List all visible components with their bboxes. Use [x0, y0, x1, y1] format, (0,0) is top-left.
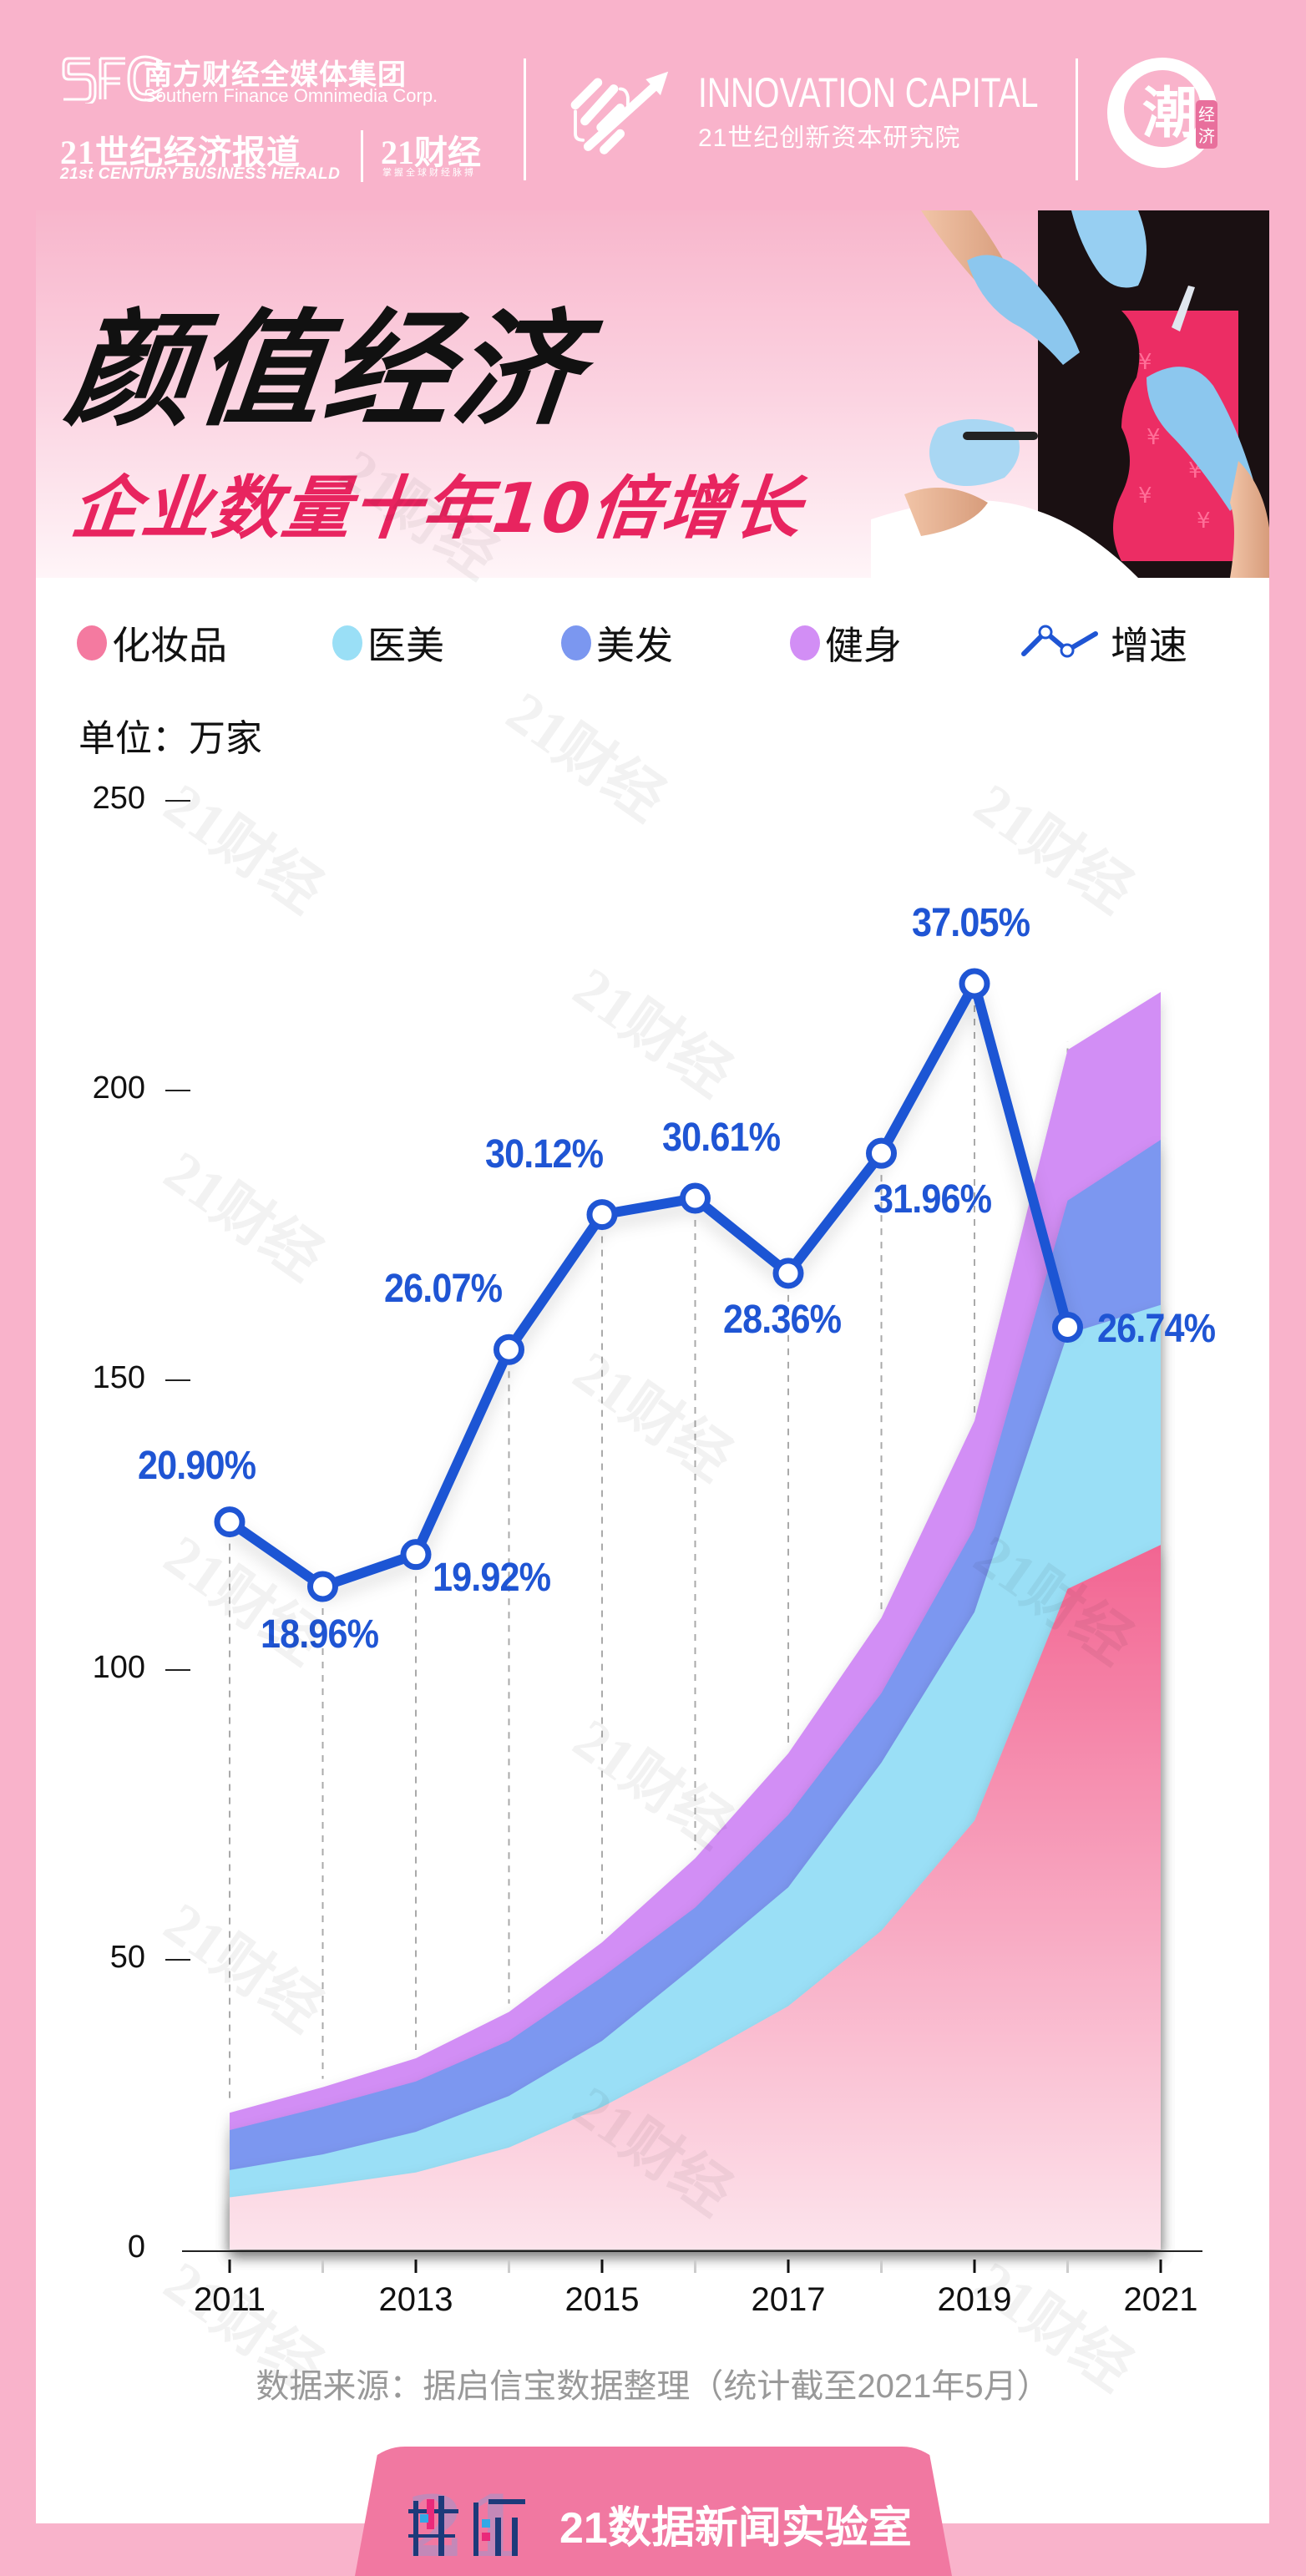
caijing-name: 21财经 [381, 134, 481, 171]
svg-text:济: 济 [1198, 126, 1215, 146]
cosmetics-dot-icon [77, 625, 107, 660]
growth-rate-label: 28.36% [723, 1297, 842, 1342]
legend-label: 美发 [596, 624, 673, 667]
growth-point-marker [959, 968, 990, 1000]
growth-point-marker [400, 1539, 432, 1571]
growth-rate-label: 19.92% [433, 1555, 551, 1600]
legend-label: 增速 [1111, 624, 1187, 667]
sfc-logo-icon [62, 55, 163, 104]
svg-text:潮: 潮 [1142, 80, 1197, 145]
growth-point-marker [307, 1571, 338, 1602]
growth-point-marker [214, 1506, 246, 1538]
legend-item-cosmetics: 化妆品 [77, 614, 227, 672]
growth-point-marker [772, 1258, 804, 1289]
growth-rate-label: 26.07% [383, 1267, 503, 1312]
svg-text:¥: ¥ [1197, 509, 1211, 534]
innovation-capital-en: INNOVATION CAPITAL [698, 69, 1039, 116]
innovation-capital-logo-icon [570, 71, 669, 154]
growth-point-marker [586, 1199, 618, 1231]
y-tick-label: 50 [109, 1940, 145, 1975]
title-banner: 颜值经济 企业数量十年10倍增长 ¥¥¥ ¥¥¥ [36, 210, 1269, 578]
area-cosmetics [230, 1545, 1161, 2250]
chart-legend: 化妆品 医美 美发 健身 增速 [77, 614, 1263, 672]
chao-economy-logo-icon: 潮 经 济 [1107, 58, 1217, 168]
y-tick-label: 250 [92, 781, 145, 816]
medical-aesthetics-dot-icon [332, 625, 362, 660]
caijing-slogan: 掌握全球财经脉搏 [382, 168, 476, 178]
x-tick-label: 2019 [937, 2281, 1012, 2318]
y-tick-label: 150 [92, 1360, 145, 1395]
x-tick-label: 2013 [378, 2281, 453, 2318]
growth-point-marker [1052, 1311, 1083, 1343]
growth-point-marker [494, 1334, 524, 1365]
growth-line-icon [1021, 625, 1098, 658]
svg-text:¥: ¥ [1138, 483, 1152, 509]
header-divider-1 [524, 58, 526, 180]
svg-text:¥: ¥ [1147, 425, 1161, 450]
fitness-dot-icon [790, 625, 820, 660]
growth-rate-line [226, 979, 1073, 1592]
y-tick-label: 200 [92, 1070, 145, 1106]
growth-rate-label: 30.12% [485, 1131, 604, 1177]
legend-label: 医美 [367, 624, 444, 667]
unit-label: 单位：万家 [78, 718, 262, 759]
legend-item-fitness: 健身 [790, 614, 902, 672]
legend-item-growth: 增速 [1020, 614, 1187, 672]
x-tick-label: 2021 [1123, 2281, 1198, 2318]
growth-rate-label: 30.61% [661, 1116, 781, 1161]
growth-point-marker [866, 1137, 897, 1169]
y-tick-label: 100 [92, 1650, 145, 1685]
legend-label: 化妆品 [112, 624, 227, 667]
growth-rate-label: 18.96% [260, 1612, 379, 1657]
hair-dot-icon [561, 625, 591, 660]
cosmetic-surgery-illustration: ¥¥¥ ¥¥¥ [871, 210, 1269, 578]
legend-label: 健身 [825, 624, 902, 667]
group-name-en: Southern Finance Omnimedia Corp. [144, 85, 438, 106]
innovation-capital-cn: 21世纪创新资本研究院 [698, 124, 961, 152]
footer-lab-name: 21数据新闻实验室 [559, 2504, 912, 2553]
legend-item-medical-aesthetics: 医美 [332, 614, 444, 672]
group-name-cn: 南方财经全媒体集团 [144, 59, 407, 91]
y-tick-label: 0 [127, 2229, 145, 2265]
data-source: 数据来源：据启信宝数据整理（统计截至2021年5月） [256, 2368, 1050, 2405]
herald-name-en: 21st CENTURY BUSINESS HERALD [60, 165, 341, 183]
svg-text:¥: ¥ [1138, 350, 1152, 375]
header-divider-small [361, 130, 363, 182]
svg-text:经: 经 [1198, 104, 1215, 124]
growth-rate-label: 26.74% [1096, 1307, 1216, 1352]
x-tick-label: 2015 [564, 2281, 640, 2318]
x-tick-label: 2011 [193, 2281, 266, 2318]
herald-name-cn: 21世纪经济报道 [60, 134, 301, 171]
growth-rate-label: 31.96% [873, 1177, 992, 1222]
growth-rate-label: 20.90% [138, 1443, 256, 1488]
growth-point-marker [680, 1182, 711, 1214]
legend-item-hair: 美发 [561, 614, 673, 672]
header: 南方财经全媒体集团 Southern Finance Omnimedia Cor… [0, 0, 1306, 200]
data-reading-logo-icon: 21 [407, 2484, 525, 2559]
growth-rate-label: 37.05% [912, 901, 1030, 945]
x-tick-label: 2017 [751, 2281, 826, 2318]
header-divider-2 [1076, 58, 1078, 180]
